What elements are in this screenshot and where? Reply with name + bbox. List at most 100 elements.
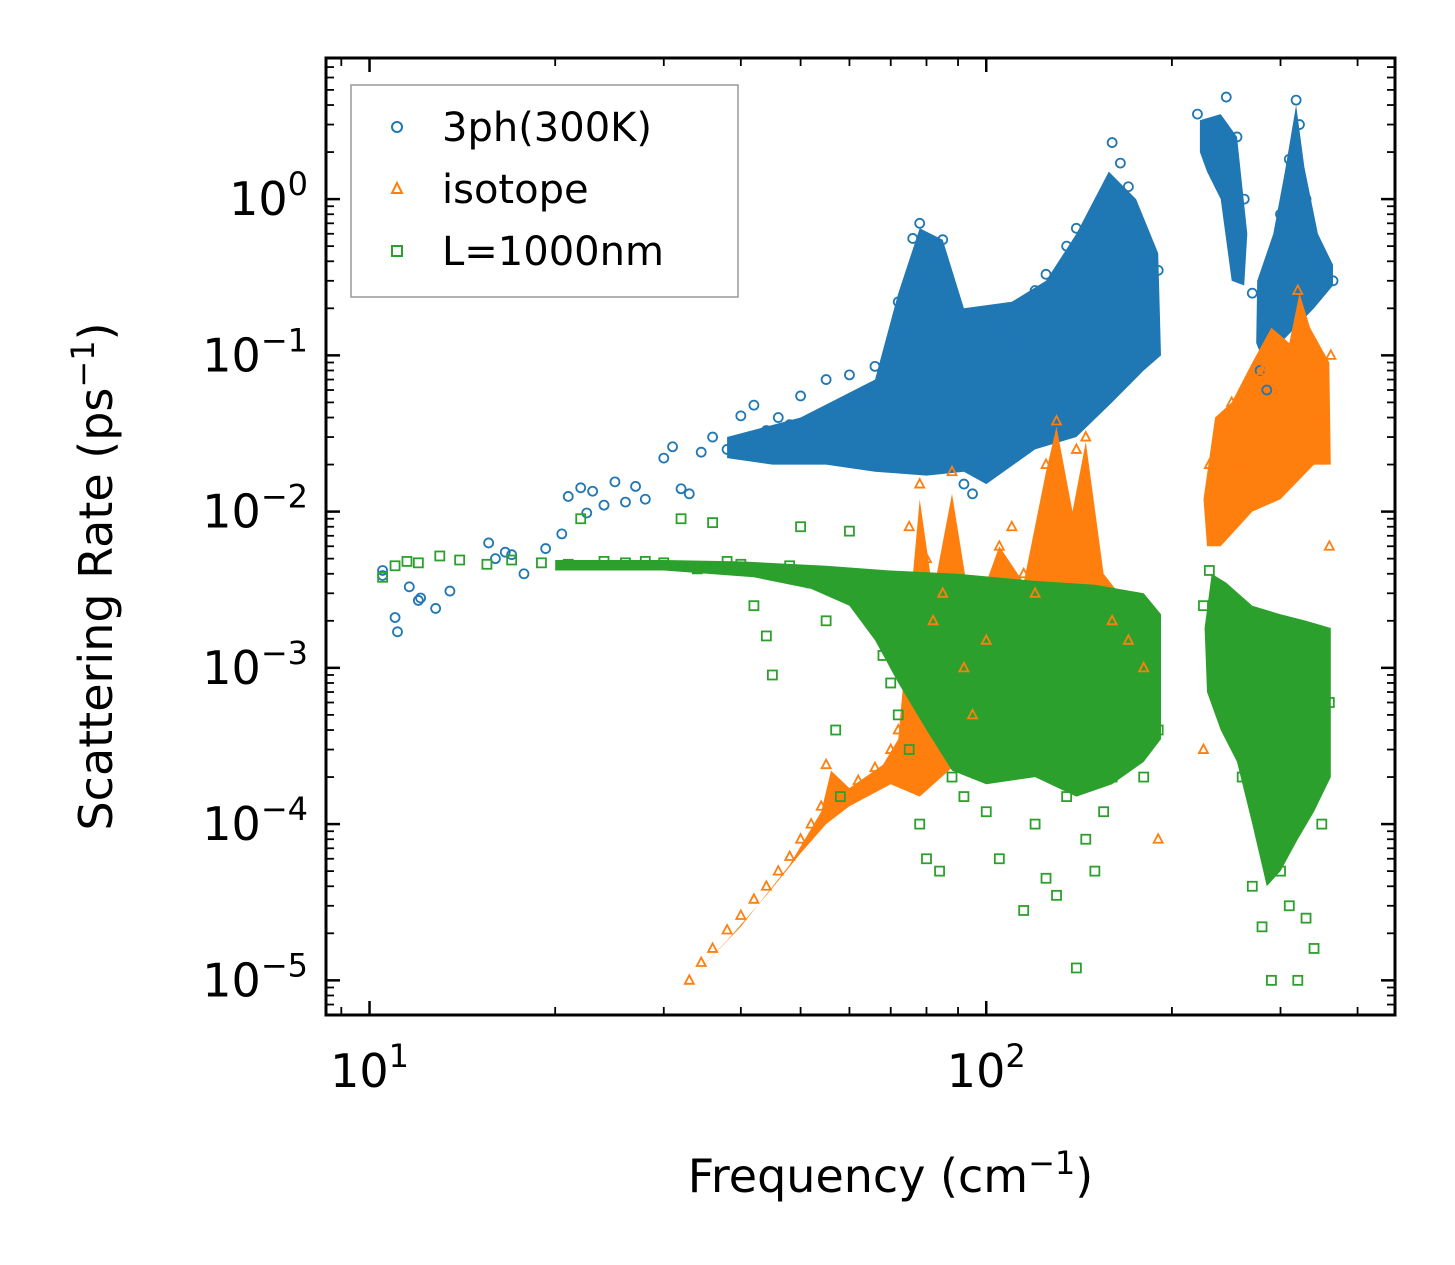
data-point-square bbox=[389, 560, 401, 572]
data-point-triangle bbox=[1017, 566, 1030, 579]
data-point-square bbox=[1300, 912, 1312, 924]
data-point-triangle bbox=[815, 799, 828, 811]
data-point-circle bbox=[927, 247, 939, 259]
data-point-square bbox=[1275, 865, 1286, 877]
data-point-square bbox=[1098, 806, 1110, 818]
data-point-circle bbox=[490, 553, 501, 565]
data-point-circle bbox=[630, 480, 641, 492]
data-point-square bbox=[481, 558, 493, 570]
data-point-circle bbox=[993, 322, 1005, 334]
data-point-triangle bbox=[683, 973, 696, 985]
data-point-square bbox=[506, 554, 518, 566]
data-point-triangle bbox=[1137, 660, 1150, 673]
data-point-square bbox=[980, 806, 992, 818]
data-point-triangle bbox=[1050, 414, 1063, 426]
data-point-triangle bbox=[706, 941, 719, 953]
data-point-circle bbox=[795, 390, 807, 402]
data-point-triangle bbox=[927, 613, 940, 626]
data-point-circle bbox=[721, 444, 733, 455]
data-point-triangle bbox=[1324, 348, 1337, 360]
data-point-square bbox=[934, 865, 945, 877]
data-point-circle bbox=[1327, 275, 1339, 287]
tick-labels: 101 102 10−5 10−4 10−3 10−2 10−1 100 bbox=[202, 165, 1025, 1098]
data-point-square bbox=[885, 677, 897, 689]
data-point-circle bbox=[483, 537, 495, 549]
data-point-triangle bbox=[1256, 363, 1269, 375]
data-point-square bbox=[454, 554, 466, 566]
data-point-square bbox=[877, 650, 889, 661]
data-point-circle bbox=[695, 446, 707, 458]
data-point-triangle bbox=[1300, 320, 1313, 333]
data-point-circle bbox=[707, 431, 719, 443]
data-point-circle bbox=[518, 568, 530, 580]
legend-marker-square bbox=[391, 245, 403, 257]
data-point-square bbox=[1323, 697, 1335, 708]
data-point-triangle bbox=[892, 723, 905, 735]
data-point-square bbox=[795, 521, 807, 533]
data-point-triangle bbox=[772, 864, 785, 876]
data-point-square bbox=[1266, 974, 1277, 986]
y-tick-label: 100 bbox=[229, 165, 308, 226]
data-point-square bbox=[921, 853, 932, 865]
data-point-square bbox=[1236, 771, 1248, 783]
data-point-circle bbox=[1018, 302, 1030, 314]
density-clouds bbox=[555, 105, 1333, 981]
data-point-square bbox=[598, 556, 610, 567]
data-point-square bbox=[1152, 724, 1164, 736]
data-point-square bbox=[969, 744, 981, 755]
data-point-triangle bbox=[1070, 442, 1083, 454]
data-point-triangle bbox=[884, 742, 897, 754]
data-point-square bbox=[412, 557, 424, 569]
data-point-circle bbox=[834, 404, 846, 415]
data-point-triangle bbox=[747, 892, 760, 904]
data-point-square bbox=[675, 513, 687, 525]
data-point-triangle bbox=[868, 760, 881, 772]
data-points bbox=[377, 91, 1339, 986]
y-tick-label: 10−2 bbox=[202, 478, 308, 539]
data-point-triangle bbox=[903, 519, 916, 532]
axis-ticks bbox=[326, 57, 1395, 1016]
data-point-square bbox=[691, 563, 703, 575]
data-point-circle bbox=[1051, 280, 1062, 291]
data-point-triangle bbox=[1323, 539, 1336, 551]
data-point-circle bbox=[784, 419, 796, 431]
data-point-square bbox=[844, 525, 855, 537]
data-point-square bbox=[1246, 880, 1258, 892]
data-point-square bbox=[946, 771, 958, 783]
data-point-square bbox=[1061, 791, 1073, 802]
data-point-circle bbox=[885, 337, 897, 349]
data-point-circle bbox=[772, 412, 784, 423]
data-point-square bbox=[903, 744, 915, 755]
data-point-circle bbox=[967, 488, 978, 500]
data-point-square bbox=[1226, 662, 1238, 674]
data-point-square bbox=[1292, 974, 1304, 986]
data-point-circle bbox=[540, 543, 552, 554]
data-point-circle bbox=[598, 499, 610, 511]
data-point-square bbox=[820, 615, 832, 627]
data-point-circle bbox=[1275, 208, 1286, 220]
data-point-circle bbox=[377, 565, 388, 576]
data-point-triangle bbox=[920, 551, 933, 564]
data-point-square bbox=[766, 669, 778, 681]
data-point-circle bbox=[1130, 228, 1142, 240]
data-point-circle bbox=[1106, 137, 1118, 148]
data-point-circle bbox=[1246, 287, 1258, 299]
data-point-circle bbox=[857, 396, 868, 408]
data-point-triangle bbox=[760, 879, 773, 891]
data-point-triangle bbox=[1152, 832, 1165, 844]
legend-label: isotope bbox=[442, 167, 589, 213]
data-point-triangle bbox=[1088, 566, 1101, 579]
data-point-circle bbox=[412, 595, 424, 606]
data-point-triangle bbox=[1246, 383, 1259, 395]
data-point-circle bbox=[562, 491, 574, 502]
data-point-square bbox=[1138, 771, 1150, 783]
data-point-square bbox=[993, 853, 1005, 865]
data-point-circle bbox=[914, 217, 926, 229]
data-point-square bbox=[760, 630, 772, 642]
data-point-circle bbox=[683, 488, 695, 500]
data-point-square bbox=[575, 513, 587, 525]
data-point-square bbox=[377, 571, 388, 583]
data-point-square bbox=[1308, 943, 1320, 954]
data-point-square bbox=[639, 556, 651, 567]
data-point-triangle bbox=[1029, 586, 1042, 598]
